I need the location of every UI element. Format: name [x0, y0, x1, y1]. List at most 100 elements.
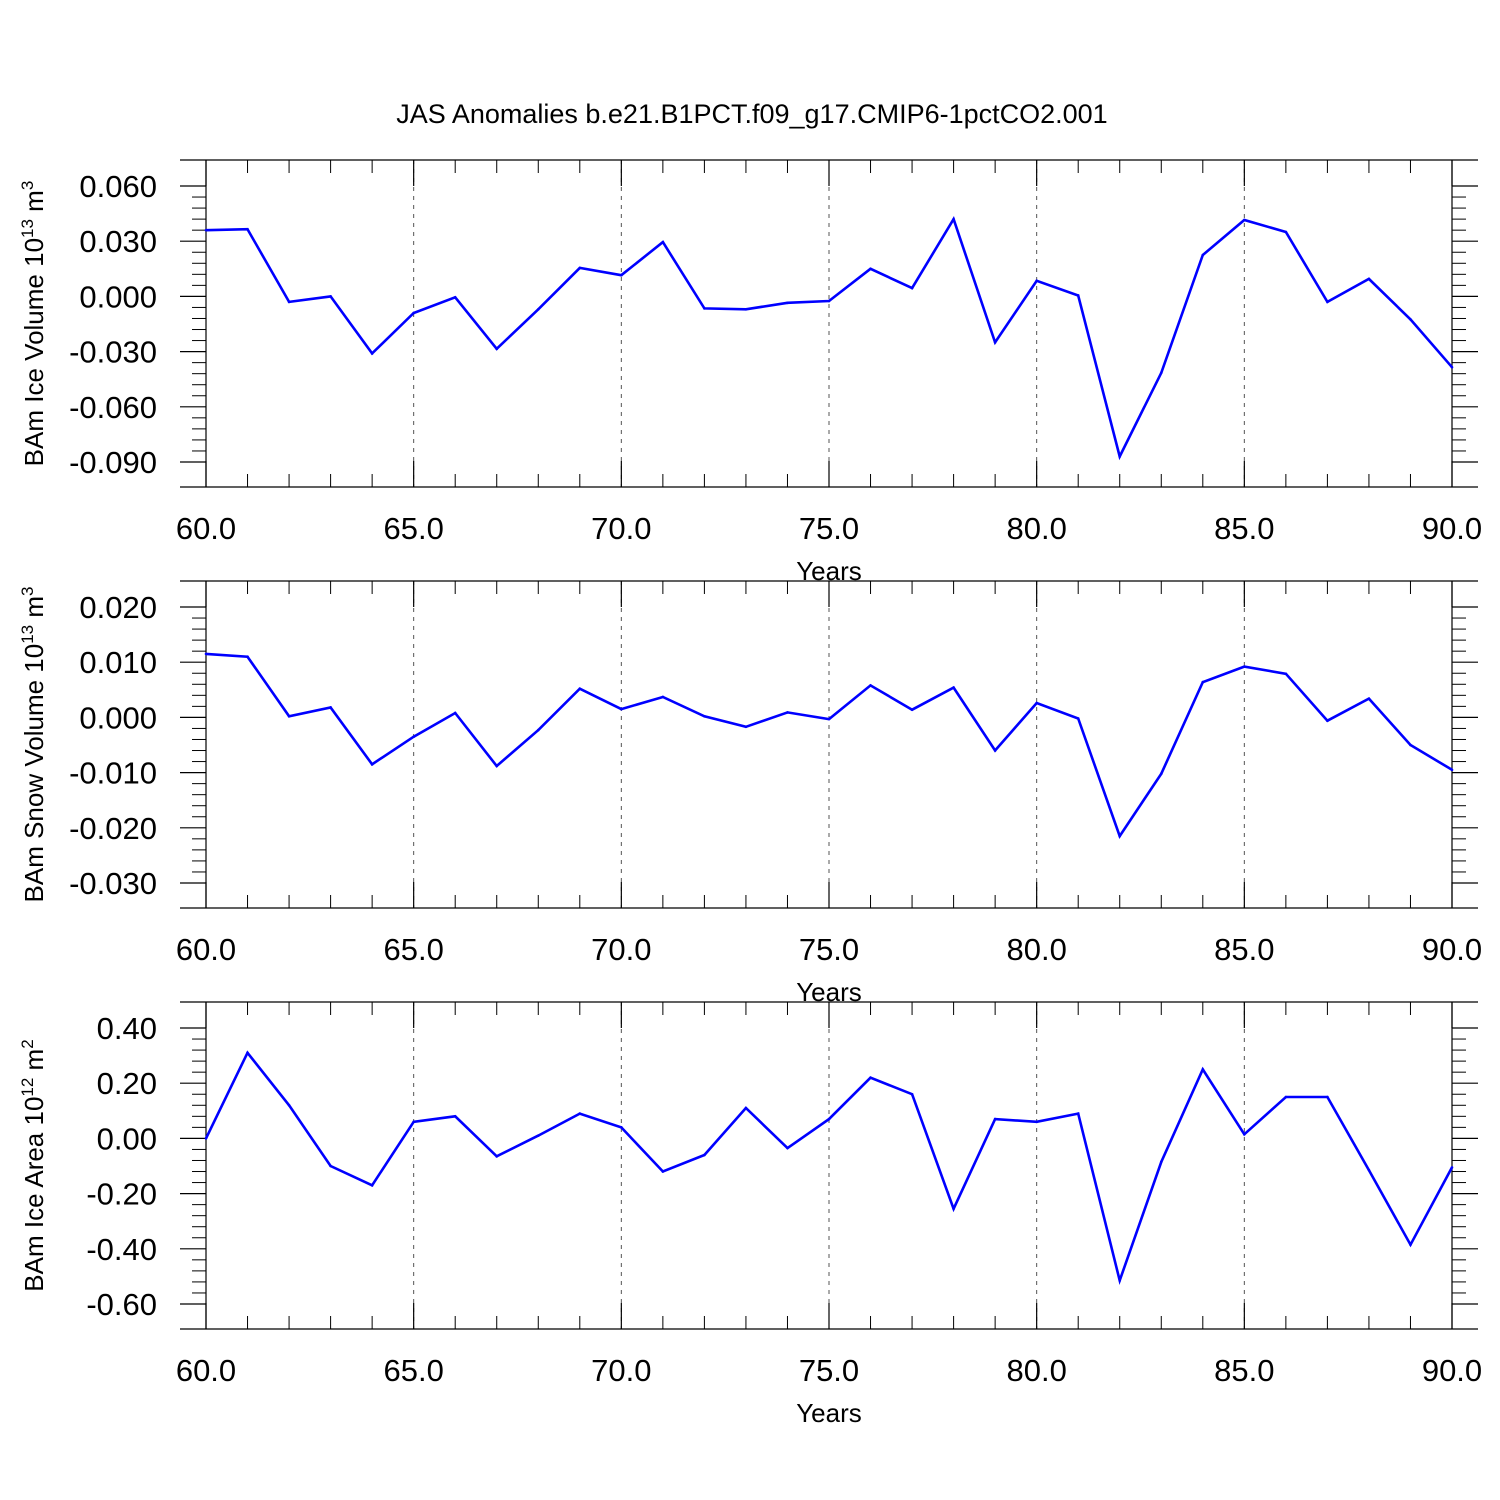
- data-point: [453, 711, 457, 715]
- figure-title: JAS Anomalies b.e21.B1PCT.f09_g17.CMIP6-…: [396, 99, 1107, 129]
- x-tick-label: 75.0: [799, 511, 859, 546]
- x-tick-label: 60.0: [176, 511, 236, 546]
- data-point: [287, 300, 291, 304]
- y-tick-label: -0.020: [69, 811, 157, 846]
- y-tick-label: -0.20: [86, 1177, 157, 1212]
- data-point: [578, 687, 582, 690]
- data-point: [910, 708, 914, 711]
- x-tick-label: 85.0: [1214, 511, 1274, 546]
- data-point: [287, 1103, 291, 1107]
- data-point: [1035, 1120, 1038, 1124]
- data-point: [952, 1207, 955, 1211]
- data-point: [827, 717, 831, 721]
- data-point: [329, 1164, 332, 1168]
- data-point: [827, 1117, 831, 1121]
- y-tick-label: 0.030: [79, 224, 157, 259]
- x-tick-label: 80.0: [1006, 932, 1066, 967]
- y-tick-label: -0.030: [69, 335, 157, 370]
- data-point: [578, 1112, 582, 1115]
- data-point: [495, 764, 499, 768]
- data-point: [661, 240, 665, 244]
- data-point: [744, 307, 748, 311]
- data-point: [869, 1076, 872, 1079]
- chart-panel-3: 0.40 0.20 0.00 -0.20 -0.40 -0.60 60.0 65.0 70.0 7…: [18, 1001, 1482, 1428]
- data-point: [1243, 1132, 1246, 1136]
- data-point: [1076, 294, 1080, 297]
- data-point: [1201, 1068, 1205, 1071]
- chart-panel-2: 0.020 0.010 0.000 -0.010 -0.020 -0.030 60.0 65.…: [18, 580, 1482, 1007]
- data-point: [1450, 365, 1454, 369]
- data-point: [1409, 318, 1412, 321]
- data-point: [204, 1137, 208, 1140]
- data-point: [370, 352, 374, 355]
- data-point: [329, 295, 332, 298]
- chart-panel-1: 0.060 0.030 0.000 -0.030 -0.060 -0.090 60.0 65.…: [18, 159, 1482, 586]
- x-tick-label: 70.0: [591, 932, 651, 967]
- x-tick-label: 65.0: [383, 511, 443, 546]
- data-point: [246, 227, 249, 231]
- x-tick-label: 85.0: [1214, 932, 1274, 967]
- y-axis-label-unit-exponent: 2: [18, 1039, 37, 1048]
- y-tick-label: 0.060: [79, 169, 157, 204]
- data-point: [204, 652, 208, 656]
- y-axis-label-unit: m: [19, 1049, 49, 1078]
- data-point: [412, 1120, 415, 1124]
- data-point: [620, 707, 623, 711]
- data-point: [1284, 1095, 1288, 1099]
- y-tick-label: -0.090: [69, 445, 157, 480]
- y-tick-label: 0.000: [79, 279, 157, 314]
- y-axis-label-name: BAm Ice Area 10: [19, 1097, 49, 1292]
- data-point: [1243, 665, 1246, 668]
- x-tick-label: 65.0: [383, 932, 443, 967]
- y-axis-label-exponent: 13: [18, 625, 37, 644]
- data-point: [1159, 772, 1163, 776]
- y-tick-label: 0.00: [97, 1121, 157, 1156]
- y-tick-label: -0.60: [86, 1287, 157, 1322]
- data-point: [370, 763, 374, 766]
- y-axis-label: BAm Snow Volume 1013 m3: [18, 587, 49, 903]
- x-tick-label: 60.0: [176, 1353, 236, 1388]
- data-point: [952, 217, 955, 221]
- data-point: [536, 1134, 540, 1137]
- data-point: [661, 1170, 665, 1173]
- data-point: [1326, 719, 1329, 723]
- y-axis-label-name: BAm Ice Volume 10: [19, 238, 49, 466]
- y-axis-label-exponent: 13: [18, 219, 37, 238]
- x-tick-label: 90.0: [1422, 1353, 1482, 1388]
- data-point: [536, 728, 540, 732]
- data-point: [495, 1155, 499, 1158]
- data-point: [287, 714, 291, 718]
- data-point: [578, 266, 582, 270]
- data-point: [1035, 279, 1038, 283]
- data-point: [1243, 218, 1246, 222]
- y-tick-label: 0.000: [79, 700, 157, 735]
- data-point: [993, 1117, 997, 1121]
- data-point: [1076, 1112, 1080, 1115]
- data-point: [1450, 1166, 1454, 1169]
- y-tick-label: -0.010: [69, 756, 157, 791]
- data-point: [620, 1126, 623, 1129]
- data-point: [1326, 1095, 1329, 1099]
- x-tick-label: 65.0: [383, 1353, 443, 1388]
- data-point: [703, 1153, 706, 1157]
- data-point: [1159, 1160, 1163, 1164]
- data-point: [412, 735, 415, 739]
- data-point: [620, 273, 623, 277]
- data-point: [1159, 371, 1163, 375]
- data-point: [993, 749, 997, 752]
- data-point: [1201, 680, 1205, 684]
- data-point: [910, 1092, 914, 1096]
- y-axis-label-exponent: 12: [18, 1078, 37, 1097]
- data-point: [1284, 672, 1288, 676]
- data-point: [1035, 701, 1038, 705]
- data-point: [453, 296, 457, 299]
- data-point: [869, 267, 872, 271]
- data-point: [495, 347, 499, 351]
- data-point: [1076, 717, 1080, 720]
- data-point: [703, 307, 706, 310]
- data-point: [1284, 230, 1288, 234]
- data-point: [827, 299, 831, 303]
- x-tick-label: 80.0: [1006, 1353, 1066, 1388]
